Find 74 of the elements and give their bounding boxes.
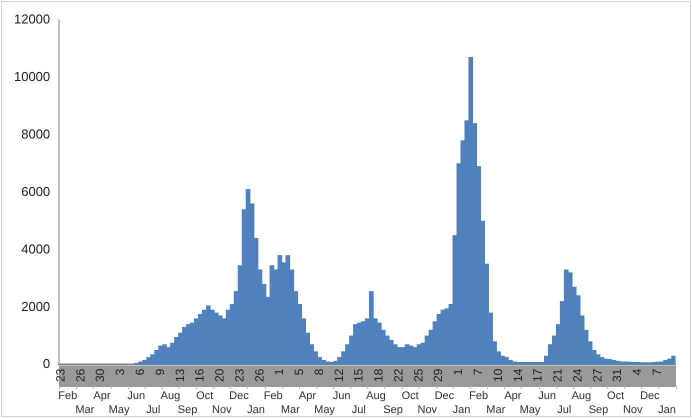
x-tick-label: 12 [332,368,346,382]
y-tick-label: 8000 [21,126,50,142]
text: Jul [557,404,572,416]
x-tick-label: 7 [471,368,486,376]
y-tick-label: 12000 [14,12,50,27]
text: Jul [352,404,366,416]
x-tick-label: 29 [431,368,446,382]
text: Oct [196,390,214,402]
x-tick-label: 21 [550,368,565,382]
x-tick-label: 20 [212,368,227,382]
text: Feb [469,390,488,402]
text: Jan [247,404,265,416]
x-tick-label: 16 [192,368,207,382]
x-tick-label: 6 [132,368,147,376]
text: Sep [588,404,608,416]
x-tick-label: 23 [53,368,68,382]
text: Apr [504,390,522,402]
x-tick-label: 26 [73,368,88,382]
x-tick-label: 9 [152,368,167,376]
x-tick-label: 17 [530,368,545,382]
text: Jan [658,404,676,416]
y-tick-label: 10000 [14,69,50,84]
x-tick-label: 8 [312,368,326,376]
x-tick-label: 30 [93,368,108,382]
text: Dec [640,390,660,402]
text: Feb [58,390,78,402]
text: Dec [229,390,250,402]
x-tick-label: 10 [490,368,505,382]
text: Jun [538,390,556,402]
text: Oct [607,390,624,402]
text: Mar [75,404,95,416]
text: Mar [486,404,506,416]
text: Oct [402,390,419,402]
x-tick-label: 23 [232,368,246,382]
x-tick-label: 25 [411,368,426,382]
text: May [520,404,541,416]
text: Sep [383,404,403,416]
text: Jun [127,390,146,402]
x-tick-label: 31 [610,368,624,382]
x-tick-label: 15 [352,368,366,382]
text: Nov [212,404,232,416]
x-tick-label: 3 [113,368,128,376]
text: Dec [434,390,455,402]
text: Mar [280,404,300,416]
x-tick-label: 1 [451,368,466,376]
x-tick-label: 4 [630,368,644,376]
text: Jul [146,404,160,416]
x-tick-label: 7 [650,368,664,376]
y-tick-label: 0 [42,356,50,372]
text: Jun [332,390,351,402]
text: Jan [452,404,470,416]
text: Aug [366,390,386,402]
y-tick-label: 6000 [21,184,50,199]
text: Aug [572,390,592,402]
x-tick-label: 13 [172,368,187,382]
text: Aug [160,390,180,402]
x-tick-label: 27 [590,368,604,382]
text: Apr [93,390,111,402]
x-tick-label: 14 [510,368,525,382]
x-tick-label: 26 [252,368,266,382]
text: May [314,404,336,416]
text: Nov [417,404,438,416]
x-tick-label: 18 [372,368,386,382]
text: May [108,404,130,416]
text: Apr [298,390,316,402]
x-tick-label: 5 [292,368,306,376]
x-tick-label: 1 [272,368,286,376]
x-tick-label: 22 [391,368,406,382]
y-tick-label: 2000 [21,298,50,314]
y-tick-label: 4000 [21,241,50,256]
text: Nov [622,404,644,416]
x-tick-label: 24 [570,368,584,382]
text: Sep [178,404,198,416]
text: Feb [264,390,283,402]
